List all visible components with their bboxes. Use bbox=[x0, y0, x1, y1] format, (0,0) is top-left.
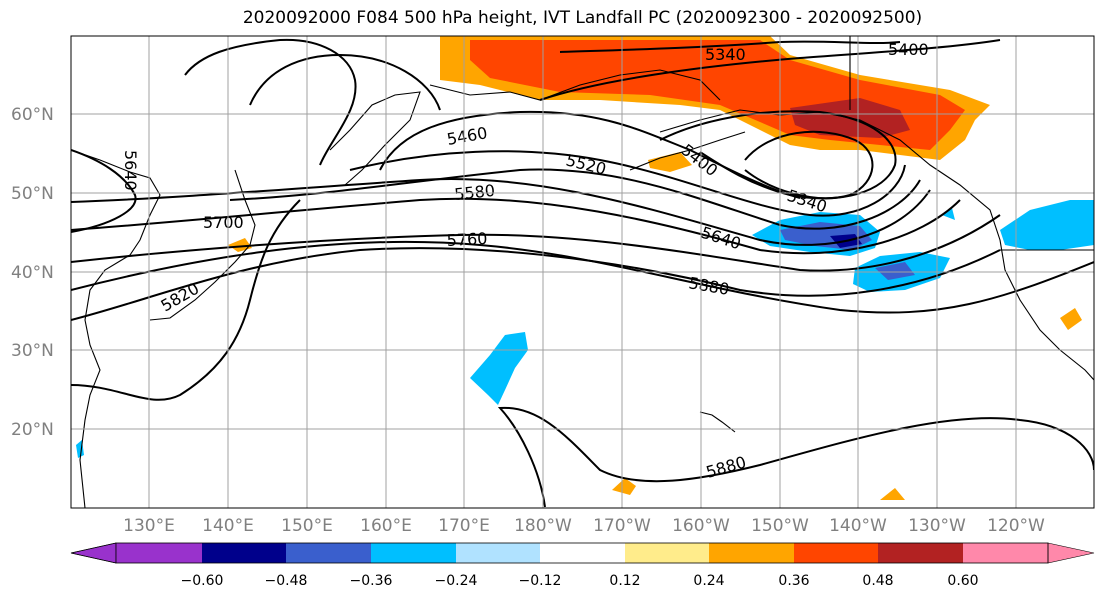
colorbar-ticks: −0.60 −0.48 −0.36 −0.24 −0.12 0.12 0.24 … bbox=[181, 573, 979, 589]
contour-5520-north bbox=[249, 53, 441, 111]
positive-small-south bbox=[612, 478, 636, 495]
map-title: 2020092000 F084 500 hPa height, IVT Land… bbox=[242, 8, 923, 28]
colorbar-tick: 0.36 bbox=[778, 573, 809, 589]
contour-label-5820: 5820 bbox=[158, 279, 203, 316]
contour-label-5640-west: 5640 bbox=[121, 150, 140, 191]
latitude-labels: 60°N 50°N 40°N 30°N 20°N bbox=[11, 105, 54, 440]
positive-small-se bbox=[880, 488, 905, 500]
contour-label-5880-south: 5880 bbox=[704, 452, 748, 481]
contour-5520 bbox=[349, 150, 906, 217]
colorbar: −0.60 −0.48 −0.36 −0.24 −0.12 0.12 0.24 … bbox=[70, 542, 1095, 589]
gridlines bbox=[71, 36, 1094, 508]
colorbar-swatch-5 bbox=[456, 543, 540, 563]
japan bbox=[149, 169, 256, 321]
lon-label-170w: 170°W bbox=[593, 516, 651, 536]
colorbar-extend-low bbox=[70, 542, 117, 564]
lat-label-40: 40°N bbox=[11, 263, 54, 283]
lon-label-180w: 180°W bbox=[514, 516, 572, 536]
lon-label-160w: 160°W bbox=[672, 516, 730, 536]
contour-5400-north bbox=[539, 39, 1001, 101]
negative-region-coast bbox=[1000, 200, 1094, 250]
colorbar-swatch-1 bbox=[116, 543, 202, 563]
negative-region-2-core bbox=[875, 262, 915, 280]
lat-label-60: 60°N bbox=[11, 105, 54, 125]
colorbar-tick: 0.60 bbox=[947, 573, 978, 589]
contour-label-5880-east: 5880 bbox=[687, 273, 730, 299]
contour-5700 bbox=[71, 197, 961, 255]
contour-5640-west bbox=[71, 149, 137, 233]
contour-5340-low bbox=[744, 130, 874, 200]
contour-5820 bbox=[71, 247, 1001, 321]
contour-5340-north bbox=[559, 40, 901, 53]
contour-5460 bbox=[379, 110, 801, 199]
colorbar-swatch-7 bbox=[625, 543, 709, 563]
map-frame bbox=[70, 35, 1095, 509]
contour-label-5580: 5580 bbox=[453, 181, 495, 204]
contour-label-5340-north: 5340 bbox=[705, 45, 746, 64]
positive-small-japan bbox=[228, 238, 252, 252]
lon-label-140e: 140°E bbox=[202, 516, 254, 536]
contour-label-5460: 5460 bbox=[445, 123, 488, 149]
colorbar-tick: 0.24 bbox=[693, 573, 724, 589]
contour-5580 bbox=[229, 168, 921, 230]
kamchatka bbox=[329, 91, 421, 186]
contour-5760 bbox=[71, 214, 1001, 272]
map-panel: 5340 5400 5460 5520 5580 5700 5760 5640 … bbox=[71, 36, 1094, 508]
colorbar-tick: −0.36 bbox=[350, 573, 393, 589]
positive-small-1 bbox=[648, 152, 692, 172]
lon-label-170e: 170°E bbox=[438, 516, 490, 536]
contour-label-5760: 5760 bbox=[446, 229, 488, 250]
lat-label-20: 20°N bbox=[11, 420, 54, 440]
colorbar-swatch-3 bbox=[286, 543, 371, 563]
colorbar-swatch-6 bbox=[540, 543, 625, 563]
contour-label-5640-east: 5640 bbox=[699, 223, 744, 254]
colorbar-tick: −0.24 bbox=[435, 573, 478, 589]
contour-label-5400-north: 5400 bbox=[888, 40, 929, 59]
negative-small-2 bbox=[76, 440, 84, 458]
contour-5880-south bbox=[71, 199, 301, 401]
colorbar-swatch-9 bbox=[794, 543, 878, 563]
colorbar-swatch-8 bbox=[709, 543, 794, 563]
lon-label-120w: 120°W bbox=[987, 516, 1045, 536]
negative-region-pacific bbox=[470, 332, 528, 405]
lon-label-160e: 160°E bbox=[360, 516, 412, 536]
colorbar-swatch-10 bbox=[878, 543, 963, 563]
lat-label-50: 50°N bbox=[11, 184, 54, 204]
contour-label-5700: 5700 bbox=[203, 213, 244, 232]
contour-5880-sub bbox=[497, 406, 1094, 508]
colorbar-swatch-2 bbox=[202, 543, 286, 563]
lon-label-130w: 130°W bbox=[908, 516, 966, 536]
positive-small-sw bbox=[1060, 308, 1082, 330]
colorbar-tick: −0.12 bbox=[519, 573, 562, 589]
lon-label-150e: 150°E bbox=[281, 516, 333, 536]
shading-layer bbox=[76, 36, 1094, 500]
colorbar-tick: −0.48 bbox=[265, 573, 308, 589]
lon-label-130e: 130°E bbox=[123, 516, 175, 536]
colorbar-swatch-11 bbox=[963, 543, 1048, 563]
asia-coast bbox=[71, 149, 161, 508]
contour-5580-north bbox=[184, 38, 357, 166]
siberia-coast bbox=[429, 69, 721, 101]
lat-label-30: 30°N bbox=[11, 341, 54, 361]
colorbar-tick: 0.48 bbox=[862, 573, 893, 589]
colorbar-extend-high bbox=[1047, 542, 1095, 564]
colorbar-tick: −0.60 bbox=[181, 573, 224, 589]
colorbar-swatch-4 bbox=[371, 543, 456, 563]
hawaii bbox=[699, 411, 736, 433]
negative-small-1 bbox=[942, 208, 955, 220]
contour-label-5520: 5520 bbox=[564, 150, 608, 178]
colorbar-tick: 0.12 bbox=[609, 573, 640, 589]
lon-label-140w: 140°W bbox=[829, 516, 887, 536]
longitude-labels: 130°E 140°E 150°E 160°E 170°E 180°W 170°… bbox=[123, 516, 1045, 536]
contour-5880-north bbox=[71, 240, 1094, 314]
contour-label-5400-low: 5400 bbox=[678, 140, 722, 180]
lon-label-150w: 150°W bbox=[751, 516, 809, 536]
